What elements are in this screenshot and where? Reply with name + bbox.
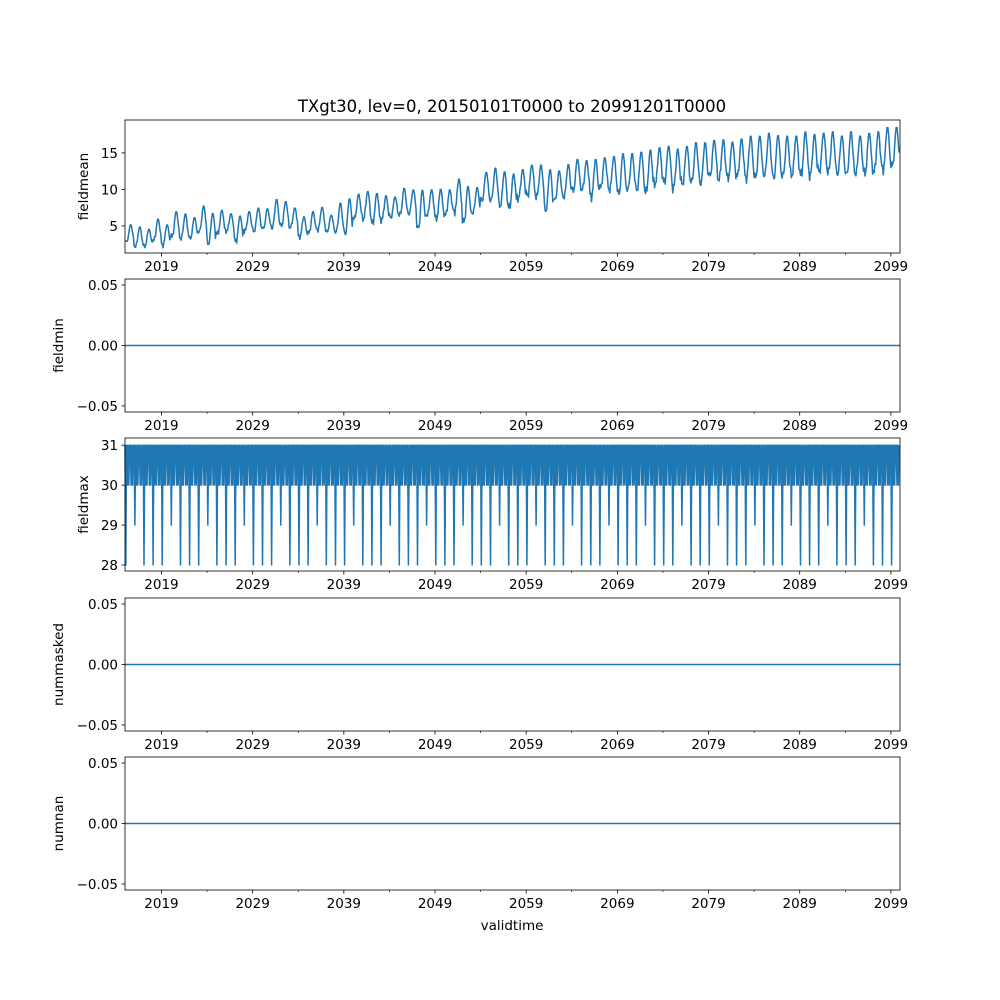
x-tick-label: 2069 [600, 577, 634, 593]
x-tick-label: 2069 [600, 418, 634, 434]
x-tick-label: 2029 [235, 418, 269, 434]
x-tick-label: 2069 [600, 737, 634, 753]
panel-fieldmin: −0.05 0.00 0.05 2019 2029 2039 2049 2059 2069 207… [51, 278, 908, 434]
x-tick-label: 2019 [144, 577, 178, 593]
x-tick-label: 2079 [691, 418, 725, 434]
y-tick-label: 0.05 [88, 597, 118, 613]
axes-frame [124, 437, 901, 572]
fieldmax-series-line [124, 444, 900, 566]
x-tick-label: 2049 [418, 896, 452, 912]
chart-title: TXgt30, lev=0, 20150101T0000 to 20991201… [297, 97, 726, 116]
x-tick-label: 2029 [235, 577, 269, 593]
x-tick-label: 2059 [509, 259, 543, 275]
panel-fieldmean: 5 10 15 2019 2029 2039 2049 2059 2069 2079 2089 209… [76, 119, 908, 275]
x-tick-label: 2019 [144, 259, 178, 275]
x-tick-label: 2069 [600, 259, 634, 275]
y-tick-label: 10 [101, 182, 118, 198]
x-tick-label: 2029 [235, 737, 269, 753]
x-tick-label: 2029 [235, 259, 269, 275]
x-tick-label: 2049 [418, 577, 452, 593]
x-tick-label: 2099 [874, 259, 908, 275]
y-axis-label: fieldmean [76, 153, 92, 220]
x-tick-label: 2079 [691, 737, 725, 753]
x-tick-label: 2089 [783, 737, 817, 753]
y-tick-label: 28 [101, 558, 118, 574]
x-tick-label: 2039 [327, 577, 361, 593]
x-tick-label: 2019 [144, 896, 178, 912]
x-tick-label: 2089 [783, 418, 817, 434]
y-tick-label: −0.05 [77, 877, 118, 893]
x-tick-label: 2049 [418, 259, 452, 275]
x-tick-label: 2099 [874, 737, 908, 753]
y-axis-label: fieldmin [51, 318, 67, 373]
x-tick-label: 2099 [874, 896, 908, 912]
x-tick-label: 2099 [874, 577, 908, 593]
y-tick-label: −0.05 [77, 399, 118, 415]
y-tick-label: 29 [101, 518, 118, 534]
x-tick-label: 2059 [509, 577, 543, 593]
y-tick-label: 30 [101, 478, 118, 494]
x-tick-label: 2099 [874, 418, 908, 434]
x-axis-label: validtime [481, 918, 544, 934]
fieldmean-series-line [124, 126, 900, 249]
x-tick-label: 2059 [509, 896, 543, 912]
y-tick-label: 0.05 [88, 756, 118, 772]
x-tick-label: 2089 [783, 577, 817, 593]
y-tick-label: 5 [109, 219, 118, 235]
x-tick-label: 2069 [600, 896, 634, 912]
x-tick-label: 2079 [691, 259, 725, 275]
x-tick-label: 2039 [327, 259, 361, 275]
y-tick-label: 0.00 [88, 817, 118, 833]
panel-nummasked: −0.05 0.00 0.05 2019 2029 2039 2049 2059 2069 207… [51, 597, 908, 753]
x-tick-label: 2039 [327, 737, 361, 753]
x-tick-label: 2019 [144, 418, 178, 434]
x-tick-label: 2029 [235, 896, 269, 912]
axes-frame [124, 119, 901, 254]
y-tick-label: 0.00 [88, 339, 118, 355]
x-tick-label: 2089 [783, 259, 817, 275]
x-tick-label: 2079 [691, 577, 725, 593]
y-tick-label: 31 [101, 438, 118, 454]
y-axis-label: fieldmax [76, 475, 92, 534]
x-tick-label: 2079 [691, 896, 725, 912]
x-tick-label: 2089 [783, 896, 817, 912]
x-tick-label: 2059 [509, 737, 543, 753]
x-tick-label: 2049 [418, 737, 452, 753]
x-tick-label: 2039 [327, 896, 361, 912]
x-tick-label: 2049 [418, 418, 452, 434]
panel-fieldmax: 28 29 30 31 2019 2029 2039 2049 2059 2069 2079 2089… [76, 437, 908, 593]
y-tick-label: 0.05 [88, 278, 118, 294]
x-tick-label: 2019 [144, 737, 178, 753]
y-axis-label: nummasked [51, 623, 67, 706]
x-tick-label: 2039 [327, 418, 361, 434]
panel-numnan: −0.05 0.00 0.05 2019 2029 2039 2049 2059 2069 207… [51, 756, 908, 912]
y-tick-label: 15 [101, 146, 118, 162]
y-tick-label: 0.00 [88, 658, 118, 674]
y-tick-label: −0.05 [77, 718, 118, 734]
y-axis-label: numnan [51, 796, 67, 852]
x-tick-label: 2059 [509, 418, 543, 434]
